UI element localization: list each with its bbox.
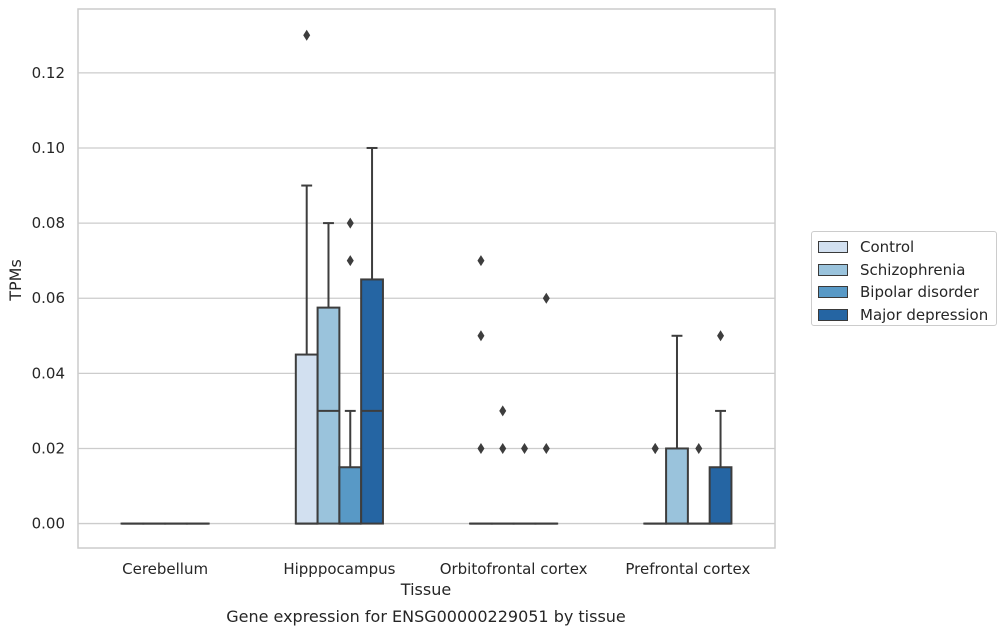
- box-control: [294, 29, 319, 525]
- box-schizophrenia: [490, 405, 515, 525]
- outlier-point: [477, 255, 485, 267]
- x-tick-label: Cerebellum: [122, 560, 208, 578]
- box-body: [708, 466, 733, 525]
- legend-label: Control: [860, 238, 915, 257]
- y-tick-label: 0.12: [32, 64, 65, 82]
- box-bipolar-disorder: [512, 442, 537, 525]
- grid-lines: [78, 72, 775, 525]
- y-axis-label: TPMs: [6, 259, 25, 302]
- box-bipolar-disorder: [686, 442, 711, 525]
- outlier-point: [477, 442, 485, 454]
- outlier-point: [346, 217, 354, 229]
- x-axis-label: Tissue: [400, 580, 451, 599]
- legend-label: Schizophrenia: [860, 260, 966, 279]
- legend-swatch: [818, 308, 848, 321]
- outlier-point: [695, 442, 703, 454]
- outlier-point: [542, 442, 550, 454]
- legend-item: Control: [818, 236, 990, 259]
- outlier-point: [499, 442, 507, 454]
- legend-label: Bipolar disorder: [860, 283, 979, 302]
- legend-item: Schizophrenia: [818, 259, 990, 282]
- box-body: [338, 466, 363, 525]
- legend-swatch: [818, 286, 848, 299]
- box-major-depression: [708, 330, 733, 525]
- x-tick-label: Prefrontal cortex: [625, 560, 750, 578]
- x-tick-label: Orbitofrontal cortex: [440, 560, 588, 578]
- outlier-point: [346, 255, 354, 267]
- plot-area-frame: [77, 8, 776, 549]
- box-schizophrenia: [665, 334, 689, 525]
- chart-title: Gene expression for ENSG00000229051 by t…: [226, 607, 626, 626]
- legend-swatch: [818, 263, 848, 276]
- legend-swatch: [818, 241, 848, 254]
- legend: Control Schizophrenia Bipolar disorder Majo…: [811, 231, 997, 326]
- legend-label: Major depression: [860, 305, 989, 324]
- box-control: [643, 442, 668, 525]
- outlier-point: [542, 292, 550, 304]
- box-major-depression: [534, 292, 559, 525]
- box-schizophrenia: [316, 222, 341, 525]
- x-tick-labels: Cerebellum Hipppocampus Orbitofrontal cort…: [122, 560, 750, 578]
- y-tick-label: 0.00: [32, 515, 65, 533]
- y-tick-label: 0.10: [32, 139, 65, 157]
- box-body: [294, 353, 319, 525]
- y-tick-label: 0.02: [32, 439, 65, 457]
- outlier-point: [717, 330, 725, 342]
- outlier-point: [303, 29, 311, 41]
- box-body: [316, 306, 341, 525]
- box-series: [120, 29, 733, 525]
- box-bipolar-disorder: [338, 217, 363, 525]
- legend-item: Bipolar disorder: [818, 281, 990, 304]
- outlier-point: [477, 330, 485, 342]
- x-tick-label: Hipppocampus: [283, 560, 395, 578]
- box-body: [360, 278, 384, 525]
- y-tick-label: 0.06: [32, 289, 65, 307]
- box-major-depression: [360, 146, 384, 525]
- y-tick-label: 0.08: [32, 214, 65, 232]
- outlier-point: [651, 442, 659, 454]
- outlier-point: [499, 405, 507, 417]
- outlier-point: [521, 442, 529, 454]
- y-tick-labels: 0.00 0.02 0.04 0.06 0.08 0.10 0.12: [32, 64, 65, 533]
- box-control: [469, 255, 493, 525]
- y-tick-label: 0.04: [32, 364, 65, 382]
- legend-item: Major depression: [818, 304, 990, 327]
- box-body: [665, 447, 689, 525]
